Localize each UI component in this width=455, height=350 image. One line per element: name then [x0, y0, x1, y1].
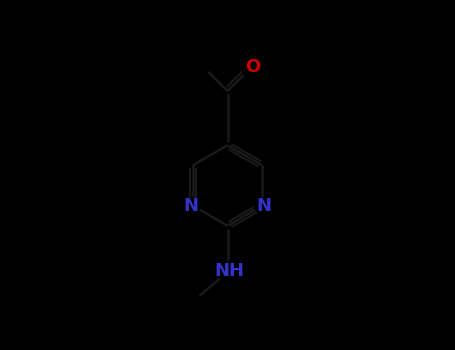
Text: N: N: [257, 197, 272, 215]
Text: N: N: [183, 197, 198, 215]
Text: O: O: [245, 57, 260, 76]
Text: NH: NH: [215, 262, 245, 280]
Circle shape: [185, 198, 200, 213]
Circle shape: [217, 261, 238, 281]
Circle shape: [242, 60, 259, 77]
Circle shape: [255, 198, 270, 213]
